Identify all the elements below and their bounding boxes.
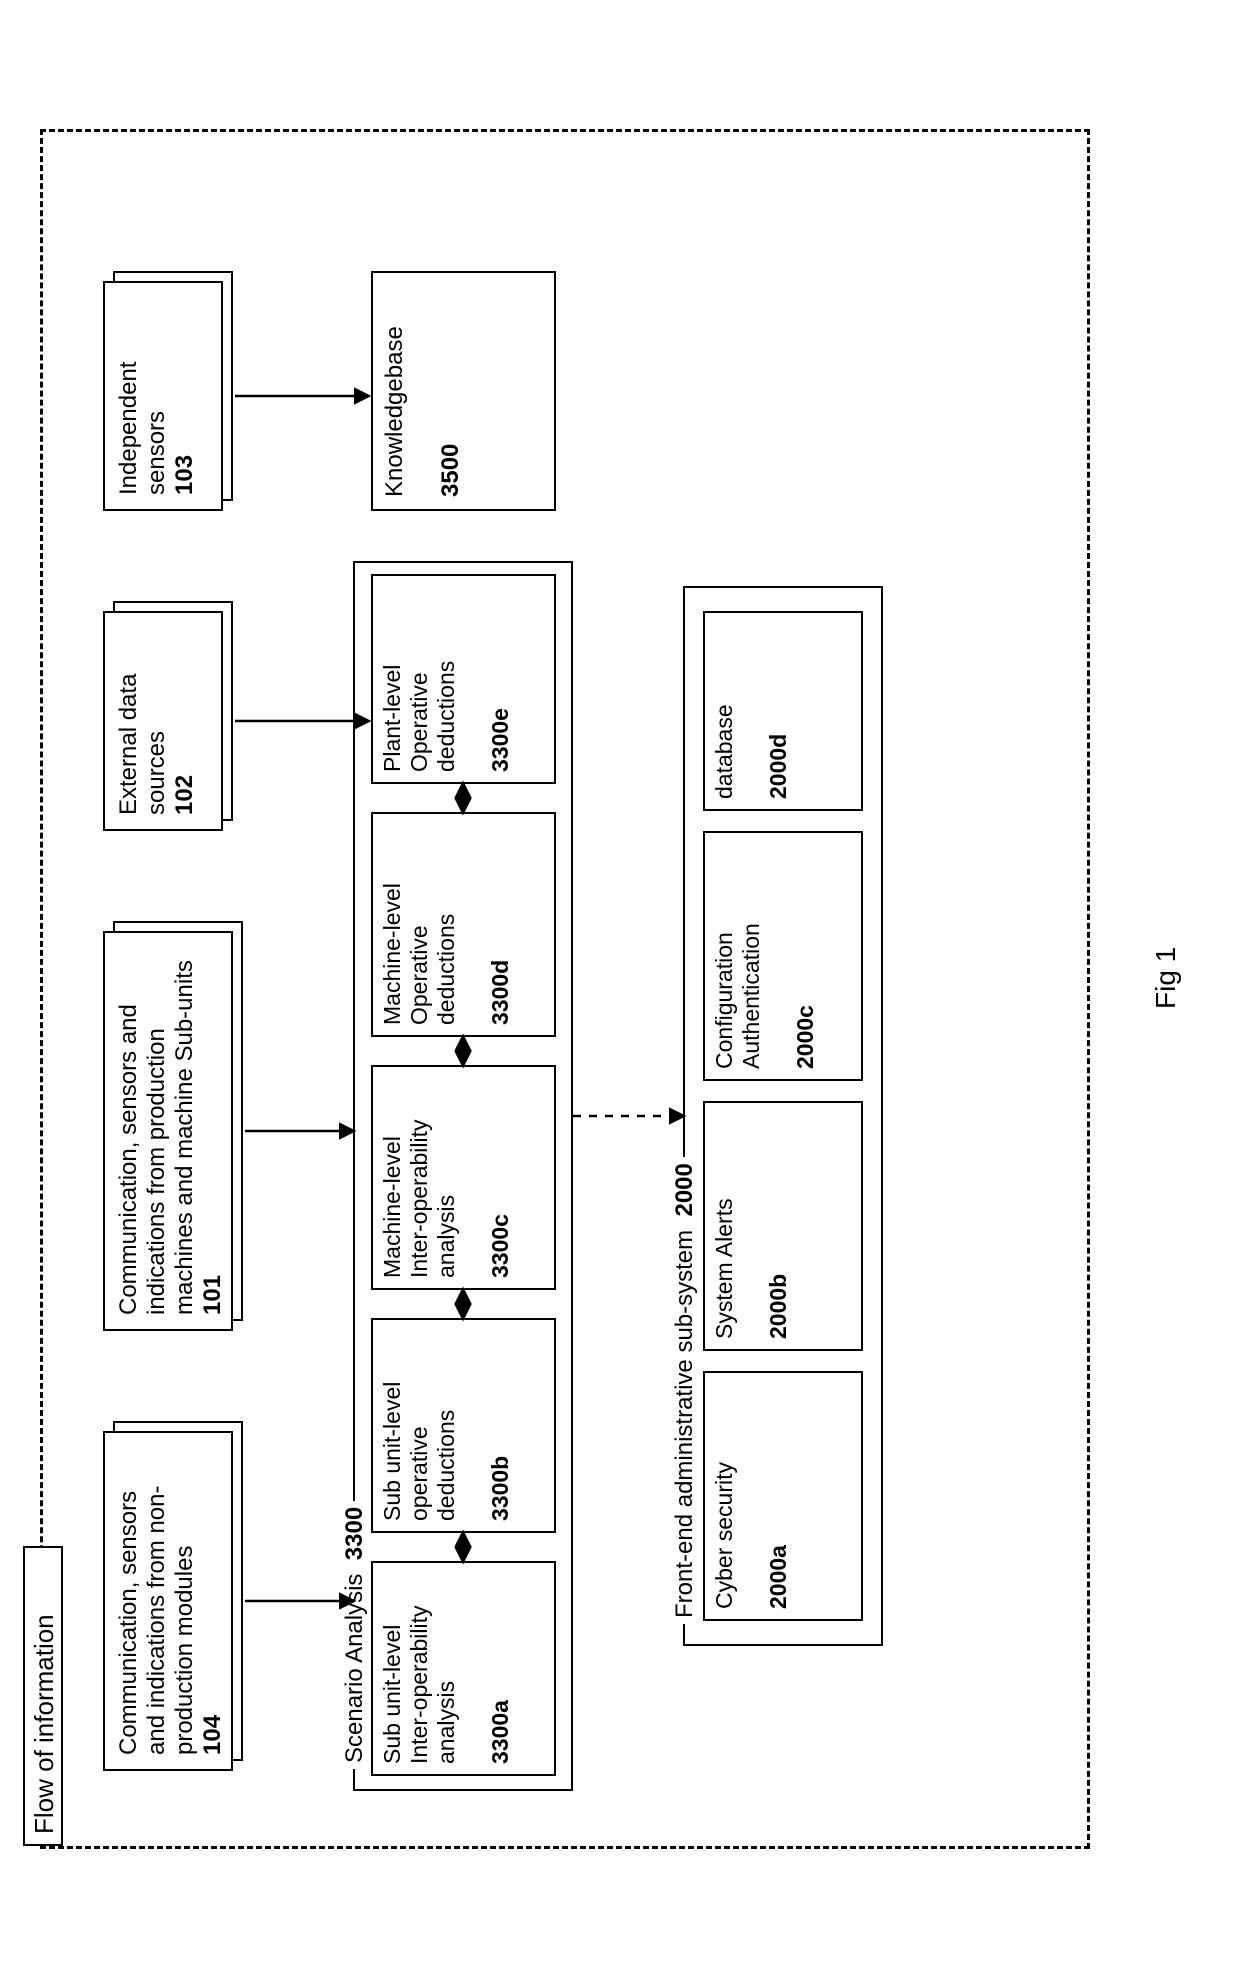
diagram-frame: Flow of information Communication, senso… (40, 129, 1090, 1849)
scenario-item: Sub unit-level operative deductions3300b (371, 1318, 556, 1533)
admin-item: Cyber security2000a (703, 1371, 863, 1621)
block-nonprod-text: Communication, sensors and indications f… (115, 1486, 198, 1755)
block-nonprod-ref: 104 (199, 1715, 226, 1755)
block-indep-text: Independent sensors (115, 362, 170, 495)
admin-item: database2000d (703, 611, 863, 811)
scenario-ref: 3300 (341, 1507, 368, 1560)
scenario-title: Scenario Analysis (341, 1574, 368, 1763)
block-prod-ref: 101 (199, 1275, 226, 1315)
scenario-item: Plant-level Operative deductions3300e (371, 574, 556, 784)
block-ext-text: External data sources (115, 674, 170, 815)
block-indep: Independent sensors 103 (103, 281, 223, 511)
scenario-item: Sub unit-level Inter-operability analysi… (371, 1561, 556, 1776)
knowledgebase-box: Knowledgebase 3500 (371, 271, 556, 511)
knowledgebase-text: Knowledgebase (381, 326, 408, 497)
block-ext-ref: 102 (171, 775, 198, 815)
frame-title: Flow of information (23, 1546, 63, 1846)
block-indep-ref: 103 (171, 455, 198, 495)
block-prod-text: Communication, sensors and indications f… (115, 960, 198, 1315)
figure-label: Fig 1 (1150, 947, 1182, 1009)
admin-item: System Alerts2000b (703, 1101, 863, 1351)
knowledgebase-ref: 3500 (437, 444, 464, 497)
admin-ref: 2000 (671, 1163, 698, 1216)
block-prod: Communication, sensors and indications f… (103, 931, 233, 1331)
admin-item: Configuration Authentication2000c (703, 831, 863, 1081)
scenario-item: Machine-level Inter-operability analysis… (371, 1065, 556, 1290)
scenario-item: Machine-level Operative deductions3300d (371, 812, 556, 1037)
block-nonprod: Communication, sensors and indications f… (103, 1431, 233, 1771)
admin-title: Front-end administrative sub-system (671, 1230, 698, 1618)
block-ext: External data sources 102 (103, 611, 223, 831)
